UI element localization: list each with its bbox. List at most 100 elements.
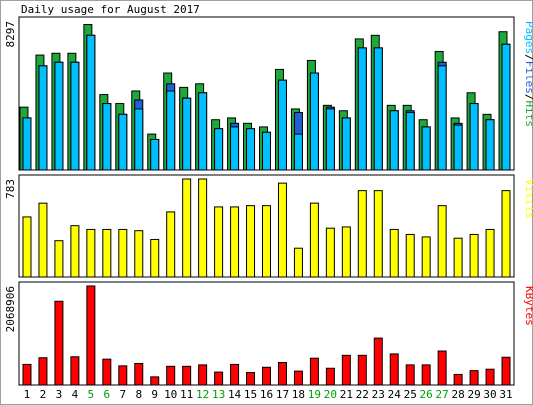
bar-kbytes-day-13 (214, 371, 224, 386)
legend-entry-visits: Visits (523, 179, 533, 219)
bar-visits-day-26 (421, 236, 431, 278)
bar-visits-day-3 (54, 240, 64, 278)
bar-kbytes-day-9 (150, 376, 160, 386)
bar-pages-day-20 (325, 108, 335, 171)
bar-kbytes-day-2 (38, 357, 48, 386)
legend-hits-files-pages: Pages/Files/Hits (523, 21, 533, 127)
day-label-10: 10 (164, 388, 177, 401)
day-label-17: 17 (276, 388, 289, 401)
day-label-25: 25 (404, 388, 417, 401)
bar-pages-day-24 (389, 110, 399, 171)
bar-kbytes-day-20 (325, 367, 335, 386)
bar-pages-day-27 (437, 65, 447, 171)
day-label-9: 9 (151, 388, 158, 401)
bar-kbytes-day-19 (309, 357, 319, 386)
bar-kbytes-day-7 (118, 365, 128, 386)
bar-kbytes-day-8 (134, 362, 144, 386)
bar-pages-day-19 (309, 72, 319, 171)
bar-pages-day-18 (293, 133, 303, 171)
day-label-24: 24 (388, 388, 402, 401)
legend-entry-kbytes: KBytes (523, 286, 533, 326)
bar-visits-day-1 (22, 216, 32, 278)
bar-pages-day-13 (214, 128, 224, 171)
bar-pages-day-5 (86, 34, 96, 171)
bar-pages-day-11 (182, 97, 192, 171)
bar-visits-day-23 (373, 190, 383, 278)
day-label-2: 2 (40, 388, 47, 401)
bar-visits-day-29 (469, 233, 479, 278)
bar-visits-day-27 (437, 205, 447, 278)
bar-visits-day-24 (389, 228, 399, 278)
legend-kbytes: KBytes (523, 286, 533, 326)
bar-visits-day-4 (70, 225, 80, 278)
day-label-4: 4 (72, 388, 79, 401)
bar-visits-day-28 (453, 237, 463, 278)
bar-visits-day-22 (357, 190, 367, 278)
bar-kbytes-day-31 (501, 356, 511, 386)
bar-visits-day-6 (102, 228, 112, 278)
day-label-15: 15 (244, 388, 257, 401)
day-label-21: 21 (340, 388, 353, 401)
bar-pages-day-7 (118, 113, 128, 171)
day-label-3: 3 (56, 388, 63, 401)
day-label-20: 20 (324, 388, 337, 401)
bar-kbytes-day-22 (357, 354, 367, 386)
legend-entry-files: Files (523, 61, 533, 94)
bar-kbytes-day-6 (102, 358, 112, 386)
day-label-16: 16 (260, 388, 273, 401)
legend-entry-pages: Pages (523, 21, 533, 54)
bar-kbytes-day-16 (262, 366, 271, 386)
day-label-31: 31 (499, 388, 512, 401)
legend-entry-hits: Hits (523, 101, 533, 128)
bar-kbytes-day-26 (421, 364, 431, 386)
bar-visits-day-16 (262, 205, 271, 278)
bar-pages-day-15 (246, 128, 256, 171)
bar-visits-day-10 (166, 211, 176, 278)
legend-visits: Visits (523, 179, 533, 219)
bar-visits-day-31 (501, 190, 511, 278)
bar-visits-day-8 (134, 230, 144, 278)
y-max-label-hits-files-pages: 8297 (4, 21, 17, 48)
bar-pages-day-4 (70, 61, 80, 171)
bar-pages-day-30 (485, 119, 495, 171)
bar-kbytes-day-4 (70, 356, 80, 386)
bar-kbytes-day-12 (198, 364, 208, 386)
bar-kbytes-day-1 (22, 363, 32, 386)
bar-kbytes-day-25 (405, 364, 415, 386)
bar-kbytes-day-27 (437, 350, 447, 386)
chart-title: Daily usage for August 2017 (21, 3, 200, 16)
bar-visits-day-5 (86, 228, 96, 278)
bar-pages-day-25 (405, 112, 415, 171)
bar-pages-day-17 (277, 79, 287, 171)
bar-kbytes-day-15 (246, 372, 256, 386)
bar-pages-day-3 (54, 61, 64, 171)
bar-visits-day-17 (277, 182, 287, 278)
bar-pages-day-8 (134, 108, 144, 171)
bar-visits-day-12 (198, 178, 208, 278)
day-label-8: 8 (135, 388, 142, 401)
bar-kbytes-day-21 (341, 354, 351, 386)
bar-pages-day-9 (150, 138, 160, 171)
bar-visits-day-2 (38, 202, 48, 278)
day-label-12: 12 (196, 388, 209, 401)
day-label-7: 7 (119, 388, 126, 401)
y-max-label-kbytes: 2068906 (4, 286, 17, 332)
day-label-19: 19 (308, 388, 321, 401)
bar-visits-day-15 (246, 205, 256, 278)
bar-pages-day-16 (262, 131, 271, 171)
bar-pages-day-28 (453, 124, 463, 171)
bar-visits-day-7 (118, 228, 128, 278)
bar-kbytes-day-24 (389, 353, 399, 386)
y-max-label-visits: 783 (4, 179, 17, 199)
day-label-30: 30 (483, 388, 496, 401)
day-label-26: 26 (420, 388, 433, 401)
day-label-1: 1 (24, 388, 31, 401)
bar-pages-day-2 (38, 65, 48, 171)
bar-visits-day-18 (293, 247, 303, 278)
bar-pages-day-10 (166, 90, 176, 171)
bar-kbytes-day-10 (166, 365, 176, 386)
bar-visits-day-20 (325, 227, 335, 278)
legend-separator: / (523, 94, 533, 101)
bar-kbytes-day-30 (485, 368, 495, 386)
bar-pages-day-26 (421, 126, 431, 171)
